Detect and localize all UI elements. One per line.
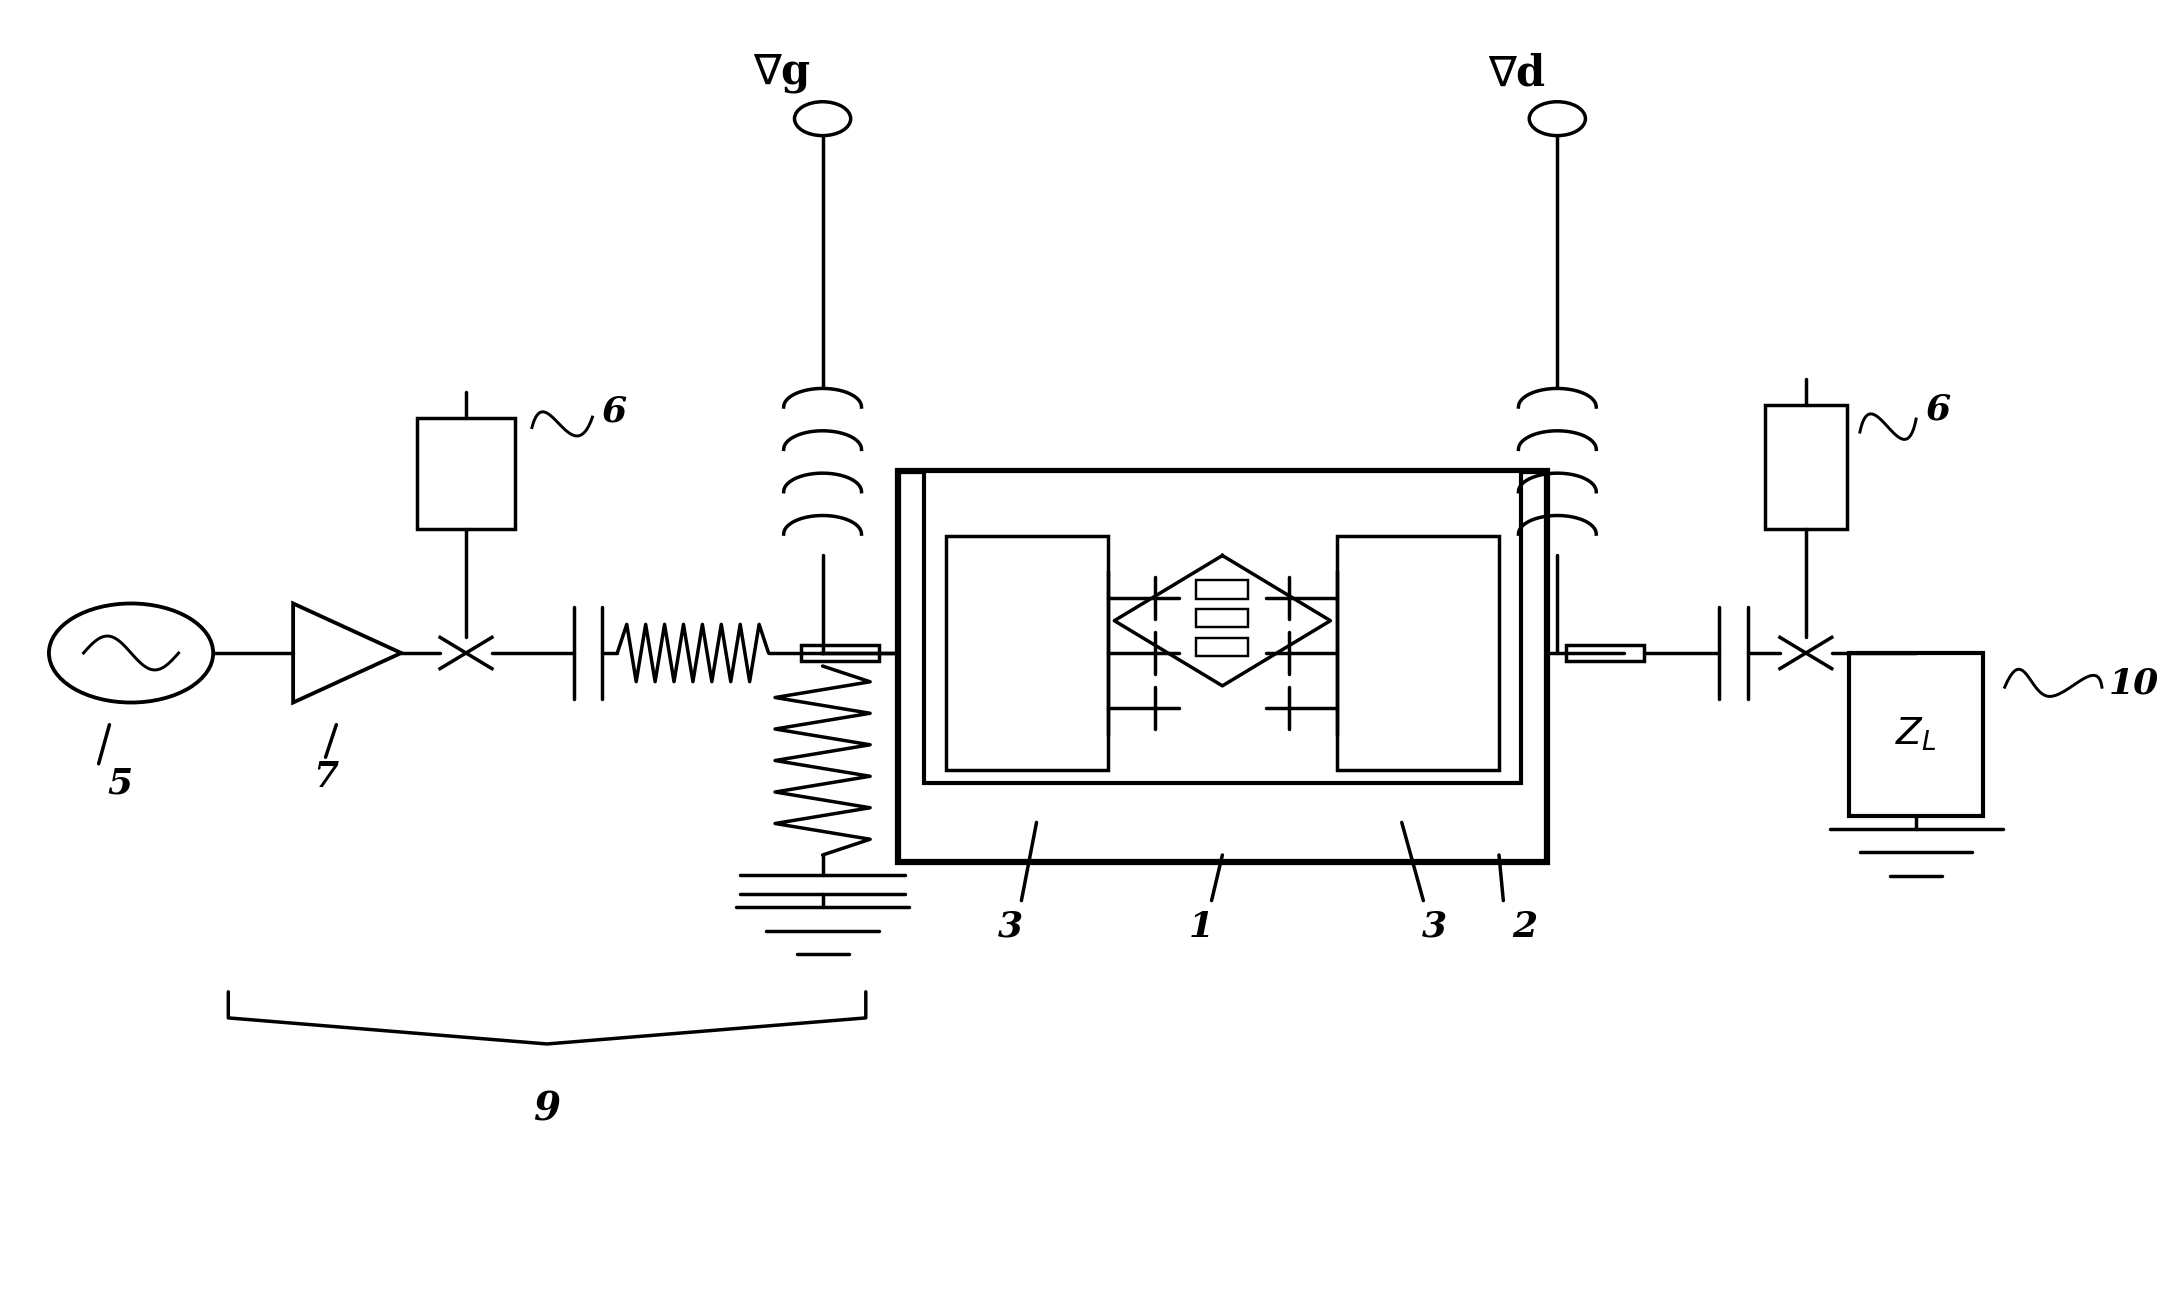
Bar bbox=[801, 645, 880, 661]
Bar bbox=[945, 535, 1108, 771]
Bar bbox=[899, 470, 1546, 862]
Text: 9: 9 bbox=[534, 1091, 560, 1128]
Bar bbox=[1197, 609, 1249, 627]
Text: 7: 7 bbox=[313, 760, 339, 794]
Text: 6: 6 bbox=[1924, 393, 1950, 427]
Text: 6: 6 bbox=[602, 394, 626, 428]
Text: 3: 3 bbox=[1423, 910, 1447, 944]
Text: 1: 1 bbox=[1188, 910, 1214, 944]
Bar bbox=[923, 470, 1520, 784]
Bar bbox=[1338, 535, 1499, 771]
Bar bbox=[1848, 653, 1983, 816]
Bar bbox=[1766, 405, 1846, 529]
Text: $Z_L$: $Z_L$ bbox=[1896, 716, 1937, 754]
Bar bbox=[1197, 580, 1249, 598]
Text: 3: 3 bbox=[999, 910, 1023, 944]
Text: $\nabla$g: $\nabla$g bbox=[754, 51, 812, 94]
Text: 5: 5 bbox=[109, 767, 132, 801]
Bar bbox=[1197, 637, 1249, 656]
Text: 2: 2 bbox=[1512, 910, 1538, 944]
Bar bbox=[1566, 645, 1644, 661]
Text: 10: 10 bbox=[2109, 666, 2159, 700]
Bar bbox=[417, 418, 515, 529]
Text: $\nabla$d: $\nabla$d bbox=[1488, 52, 1546, 94]
